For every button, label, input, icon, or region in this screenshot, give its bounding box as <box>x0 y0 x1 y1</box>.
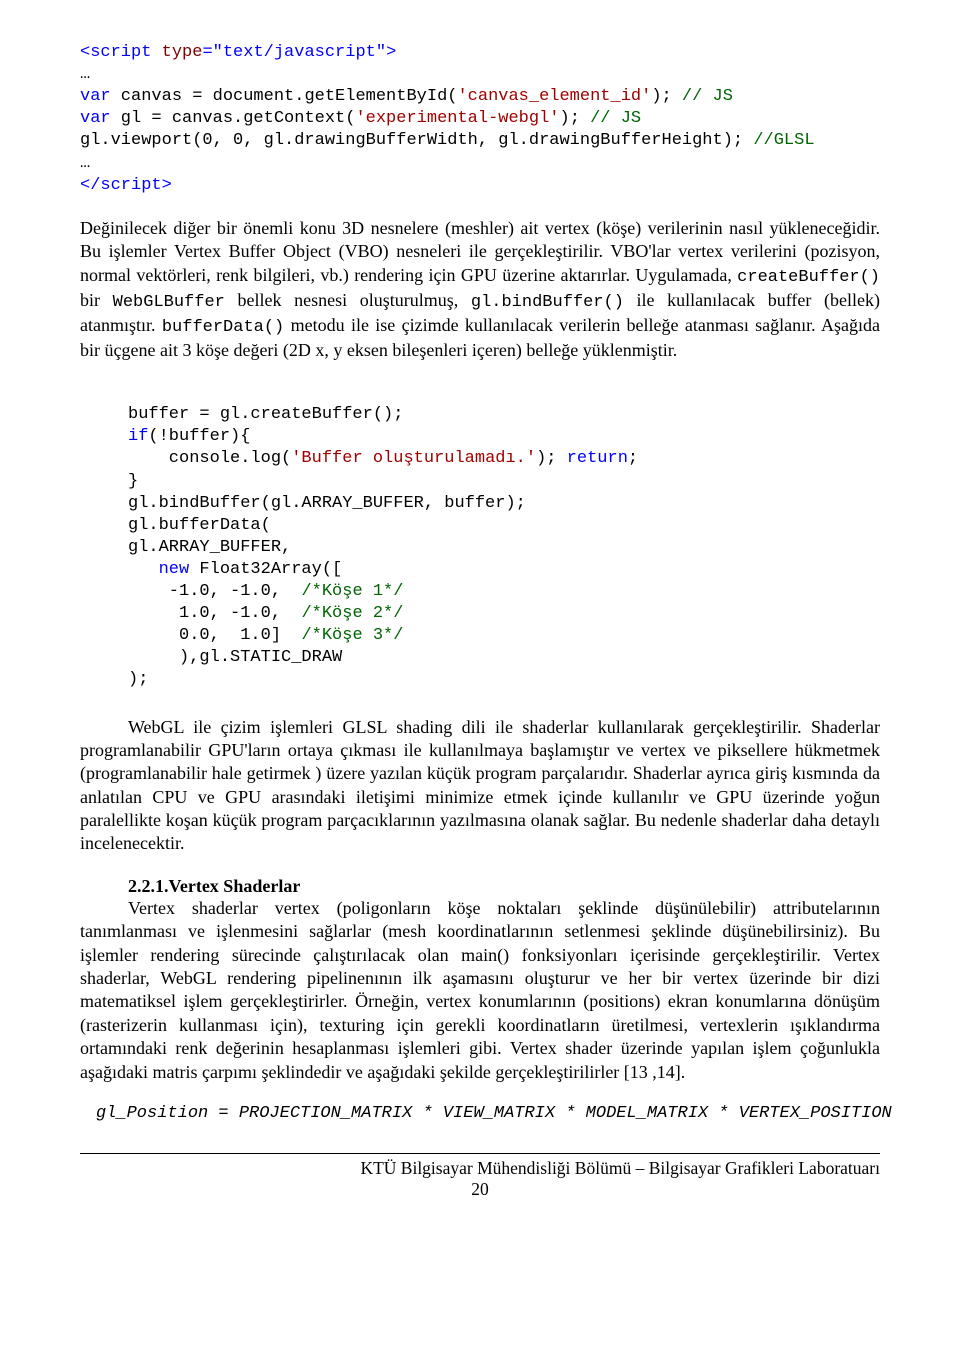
code-block-1: <script type="text/javascript"> … var ca… <box>80 20 880 197</box>
footer-text: KTÜ Bilgisayar Mühendisliği Bölümü – Bil… <box>80 1158 880 1179</box>
code-gl-position: gl_Position = PROJECTION_MATRIX * VIEW_M… <box>80 1104 880 1123</box>
paragraph-vbo: Değinilecek diğer bir önemli konu 3D nes… <box>80 217 880 362</box>
page-number: 20 <box>80 1179 880 1200</box>
paragraph-vertex-shaders: Vertex shaderlar vertex (poligonların kö… <box>80 897 880 1084</box>
section-heading-vertex-shaders: 2.2.1.Vertex Shaderlar <box>80 876 880 897</box>
footer-rule <box>80 1153 880 1154</box>
paragraph-shaders: WebGL ile çizim işlemleri GLSL shading d… <box>80 716 880 856</box>
code-block-2: buffer = gl.createBuffer(); if(!buffer){… <box>80 382 880 691</box>
